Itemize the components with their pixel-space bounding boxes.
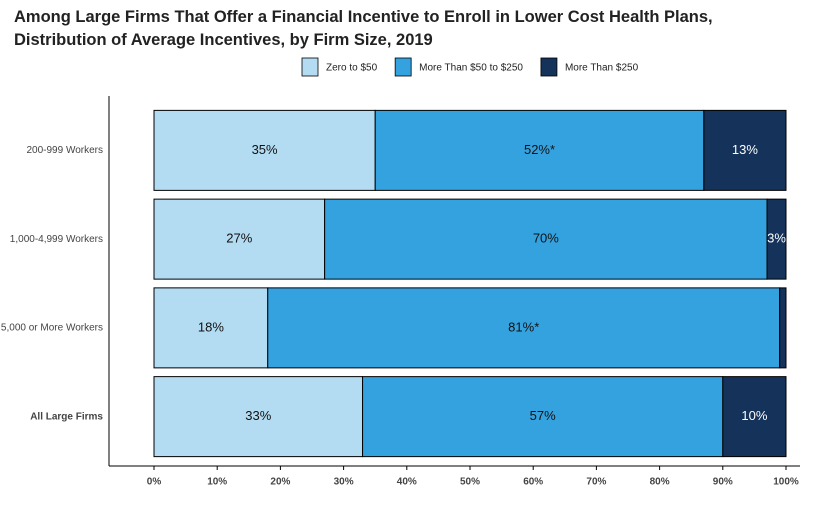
x-tick-label: 20% — [270, 477, 290, 488]
bar-segment — [267, 287, 781, 369]
x-tick-label: 80% — [650, 477, 670, 488]
y-tick-label: 200-999 Workers — [26, 145, 103, 156]
legend-label: More Than $250 — [565, 63, 639, 74]
data-label: 18% — [198, 319, 224, 334]
data-label: 33% — [245, 408, 271, 423]
data-label: 27% — [226, 231, 252, 246]
y-tick-label: 1,000-4,999 Workers — [10, 234, 103, 245]
bar-segment — [766, 198, 787, 280]
legend-label: Zero to $50 — [326, 63, 378, 74]
data-label: 10% — [741, 408, 767, 423]
legend-swatch — [301, 57, 319, 77]
data-label: 52%* — [524, 142, 555, 157]
data-label: 3% — [767, 231, 786, 246]
chart-title: Distribution of Average Incentives, by F… — [14, 31, 433, 49]
x-tick-label: 70% — [586, 477, 606, 488]
legend-swatch — [394, 57, 412, 77]
bar-segment — [153, 287, 269, 369]
x-tick-label: 0% — [147, 477, 162, 488]
chart-title: Among Large Firms That Offer a Financial… — [14, 8, 713, 26]
y-tick-label: 5,000 or More Workers — [1, 323, 103, 334]
x-tick-label: 100% — [773, 477, 799, 488]
data-label: 13% — [732, 142, 758, 157]
bar-segment — [324, 198, 768, 280]
bar-segment — [374, 109, 705, 191]
bar-segment — [153, 376, 364, 458]
y-tick-label: All Large Firms — [30, 411, 103, 422]
x-tick-label: 50% — [460, 477, 480, 488]
legend-swatch — [540, 57, 558, 77]
x-tick-label: 60% — [523, 477, 543, 488]
x-tick-label: 10% — [207, 477, 227, 488]
bar-segment — [362, 376, 724, 458]
bar-segment — [722, 376, 787, 458]
data-label: 57% — [530, 408, 556, 423]
x-tick-label: 40% — [397, 477, 417, 488]
bar-segment — [153, 109, 376, 191]
legend-label: More Than $50 to $250 — [419, 63, 523, 74]
data-label: 70% — [533, 231, 559, 246]
bar-segment — [703, 109, 787, 191]
x-tick-label: 30% — [334, 477, 354, 488]
x-tick-label: 90% — [713, 477, 733, 488]
bar-segment — [779, 287, 787, 369]
bar-segment — [153, 198, 326, 280]
data-label: 35% — [252, 142, 278, 157]
data-label: 81%* — [508, 319, 539, 334]
